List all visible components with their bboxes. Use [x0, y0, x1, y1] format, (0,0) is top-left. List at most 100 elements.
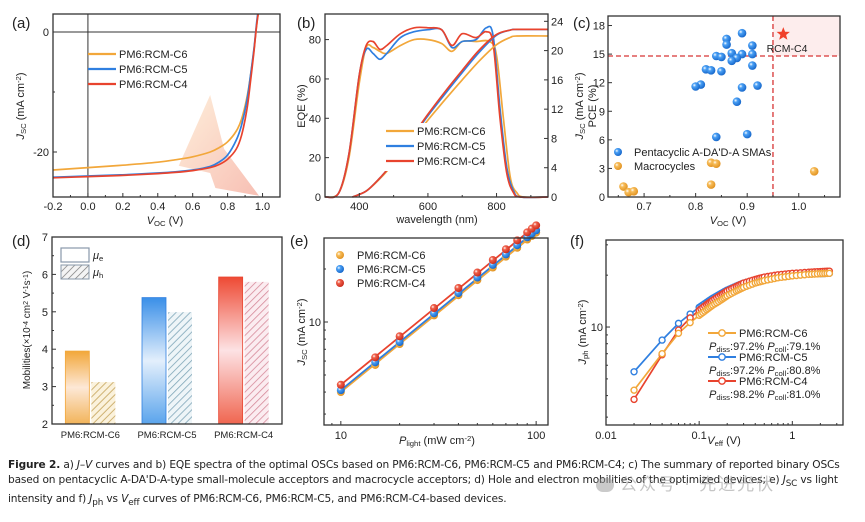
- y-axis-label: PCE (%): [587, 85, 599, 128]
- label-part: (mA cm: [296, 309, 308, 349]
- label-part: eff: [715, 439, 724, 448]
- x-tick-label: 0.8: [688, 201, 703, 213]
- x-tick-label: 0.7: [636, 201, 651, 213]
- wechat-icon: [596, 478, 614, 492]
- panel-d-mobilities: (d) PM6:RCM-C6 PM6:RCM-C5 PM6:RCM-C4 2 3 4 5 6 7 M…: [12, 232, 283, 441]
- label-part: P: [709, 389, 717, 401]
- data-point: [825, 269, 834, 278]
- x-tick-label: 0.4: [150, 201, 165, 213]
- integrated-jsc-C6: [352, 35, 549, 198]
- label-part: P: [767, 365, 775, 377]
- bar-mu-h: [244, 281, 269, 424]
- label-part: OC: [154, 219, 166, 228]
- legend-label: PM6:RCM-C5: [417, 141, 485, 153]
- bar-mu-h: [91, 382, 116, 424]
- label-part: P: [399, 435, 407, 447]
- scatter-point: [706, 180, 716, 189]
- label-part: diss: [716, 369, 730, 378]
- label-part: light: [406, 439, 421, 448]
- label-part: :97.2%: [730, 365, 767, 377]
- label-part: (mA cm: [574, 83, 586, 123]
- label-part: coll: [775, 393, 787, 402]
- legend-marker: [614, 148, 622, 156]
- y-tick-label: 40: [309, 113, 321, 125]
- y-tick-label: 60: [309, 74, 321, 86]
- label-part: -2: [576, 303, 585, 310]
- panel-label: (c): [573, 15, 591, 32]
- label-part: ): [577, 300, 589, 304]
- label-part: :81.0%: [786, 389, 820, 401]
- scatter-point: [748, 49, 757, 59]
- label-part: (mA cm: [15, 83, 27, 123]
- series-group: [53, 14, 260, 179]
- scatter-point: [748, 61, 757, 70]
- data-point: [454, 283, 463, 292]
- label-part: V: [707, 435, 716, 447]
- data-point: [488, 255, 497, 264]
- label-part: e: [99, 254, 103, 263]
- x-axis-label: Veff (V): [707, 435, 741, 448]
- legend-label: Pentacyclic A-DA'D-A SMAs: [634, 147, 772, 159]
- eqe-curve-C6: [324, 38, 549, 199]
- y-tick-label: 3: [599, 163, 605, 175]
- legend-label: PM6:RCM-C5: [119, 64, 187, 76]
- x-tick-label: PM6:RCM-C5: [137, 430, 196, 441]
- data-point: [395, 332, 404, 341]
- label-part: -1: [23, 274, 30, 280]
- label-part: μ: [92, 267, 99, 279]
- label-part: Mobilities(: [22, 344, 33, 390]
- scatter-point: [629, 186, 639, 196]
- y-tick-label: 18: [593, 21, 605, 33]
- scatter-point: [711, 132, 721, 142]
- legend-label-mu-h: μh: [92, 267, 103, 280]
- plot-frame: [607, 15, 841, 198]
- y-axis-label: JSC (mA cm-2): [14, 72, 28, 140]
- jv-curve-C4: [53, 14, 260, 179]
- x-axis-label: Plight (mW cm-2): [399, 434, 475, 448]
- label-part: -2: [464, 434, 471, 443]
- integrated-jsc-C5: [352, 28, 549, 198]
- y-tick-label: 12: [593, 78, 605, 90]
- label-part: -2: [295, 302, 304, 309]
- data-point: [674, 329, 683, 337]
- legend-marker: [718, 377, 726, 385]
- panel-a-jv-curves: (a) -0.2 0.0 0.2 0.4 0.6 0.8 1.0 0 -20 VOC (V) JSC …: [12, 13, 281, 228]
- scatter-point: [722, 40, 731, 49]
- data-point: [658, 336, 666, 344]
- data-point: [430, 304, 439, 313]
- legend-label: PM6:RCM-C4: [739, 376, 807, 388]
- panel-label: (a): [12, 15, 30, 32]
- label-part: ): [574, 72, 586, 76]
- label-part: (mW cm: [420, 435, 464, 447]
- label-part: coll: [775, 345, 787, 354]
- x-axis-label: wavelength (nm): [395, 214, 477, 226]
- x-tick-label: 0.0: [80, 201, 95, 213]
- eqe-curve-C5: [324, 25, 549, 199]
- label-part: h: [99, 271, 103, 280]
- y-tick-label: 0: [599, 192, 605, 204]
- label-part: 2: [23, 301, 30, 305]
- label-part: P: [767, 389, 775, 401]
- x-tick-label: 1: [789, 430, 795, 442]
- label-part: SC: [300, 349, 309, 360]
- x-tick-label: 0.1: [692, 430, 707, 442]
- y-right-tick-label: 0: [551, 192, 557, 204]
- panel-f-jph-vs-veff: (f) 0.01 0.1 1 10 Veff (V) Jph (mA cm-2) PM6:RC…: [570, 233, 844, 448]
- legend-label: PM6:RCM-C6: [739, 328, 807, 340]
- plot-frame: [323, 237, 549, 426]
- data-point: [658, 350, 666, 358]
- integrated-jsc-C4: [352, 28, 549, 198]
- data-point: [395, 337, 404, 346]
- label-part: ph: [581, 350, 590, 359]
- label-part: -2: [14, 76, 23, 83]
- scatter-point: [748, 41, 757, 50]
- y-tick-label: 80: [309, 35, 321, 47]
- legend-marker: [718, 329, 726, 337]
- y-tick-label: 7: [42, 232, 48, 244]
- y-tick-label: 9: [599, 106, 605, 118]
- legend-label-mu-e: μe: [92, 250, 103, 263]
- caption-label: Figure 2.: [8, 459, 61, 471]
- x-tick-label: 0.2: [115, 201, 130, 213]
- scatter-point: [727, 56, 737, 66]
